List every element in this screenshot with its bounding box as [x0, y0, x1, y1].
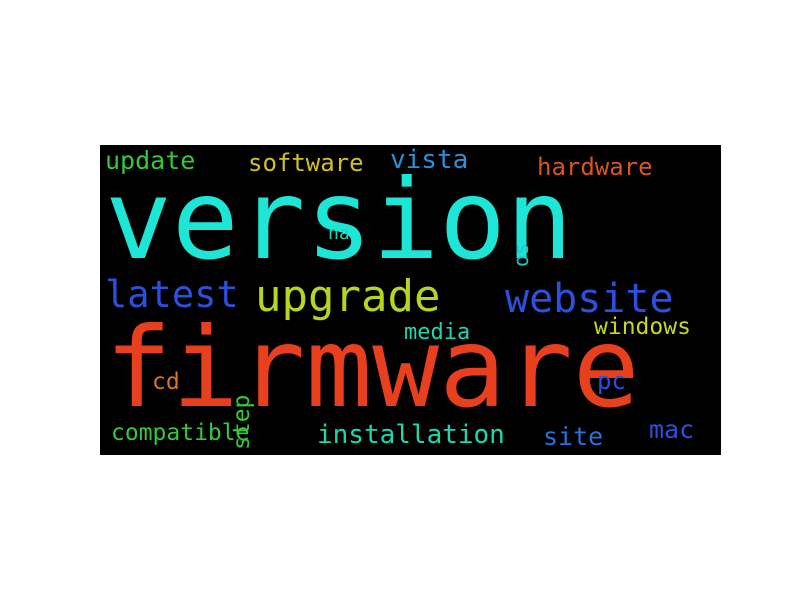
word-hardware: hardware — [537, 153, 653, 181]
word-cd: cd — [152, 369, 180, 395]
word-upgrade: upgrade — [255, 271, 441, 322]
word-website: website — [505, 276, 674, 322]
word-installation: installation — [317, 420, 505, 450]
word-os: os — [509, 242, 533, 267]
word-mac: mac — [649, 415, 695, 444]
word-windows: windows — [594, 314, 691, 340]
word-update: update — [105, 146, 196, 175]
word-latest: latest — [105, 273, 239, 316]
word-compatible: compatible — [111, 420, 250, 446]
word-pc: pc — [597, 367, 626, 395]
word-na: na — [328, 223, 350, 244]
word-cloud: version firmware upgrade website latest … — [100, 145, 721, 455]
word-site: site — [543, 422, 604, 451]
word-vista: vista — [390, 145, 469, 175]
word-firmware: firmware — [105, 304, 640, 433]
word-software: software — [248, 149, 364, 177]
word-media: media — [404, 320, 471, 345]
word-version: version — [105, 156, 573, 285]
